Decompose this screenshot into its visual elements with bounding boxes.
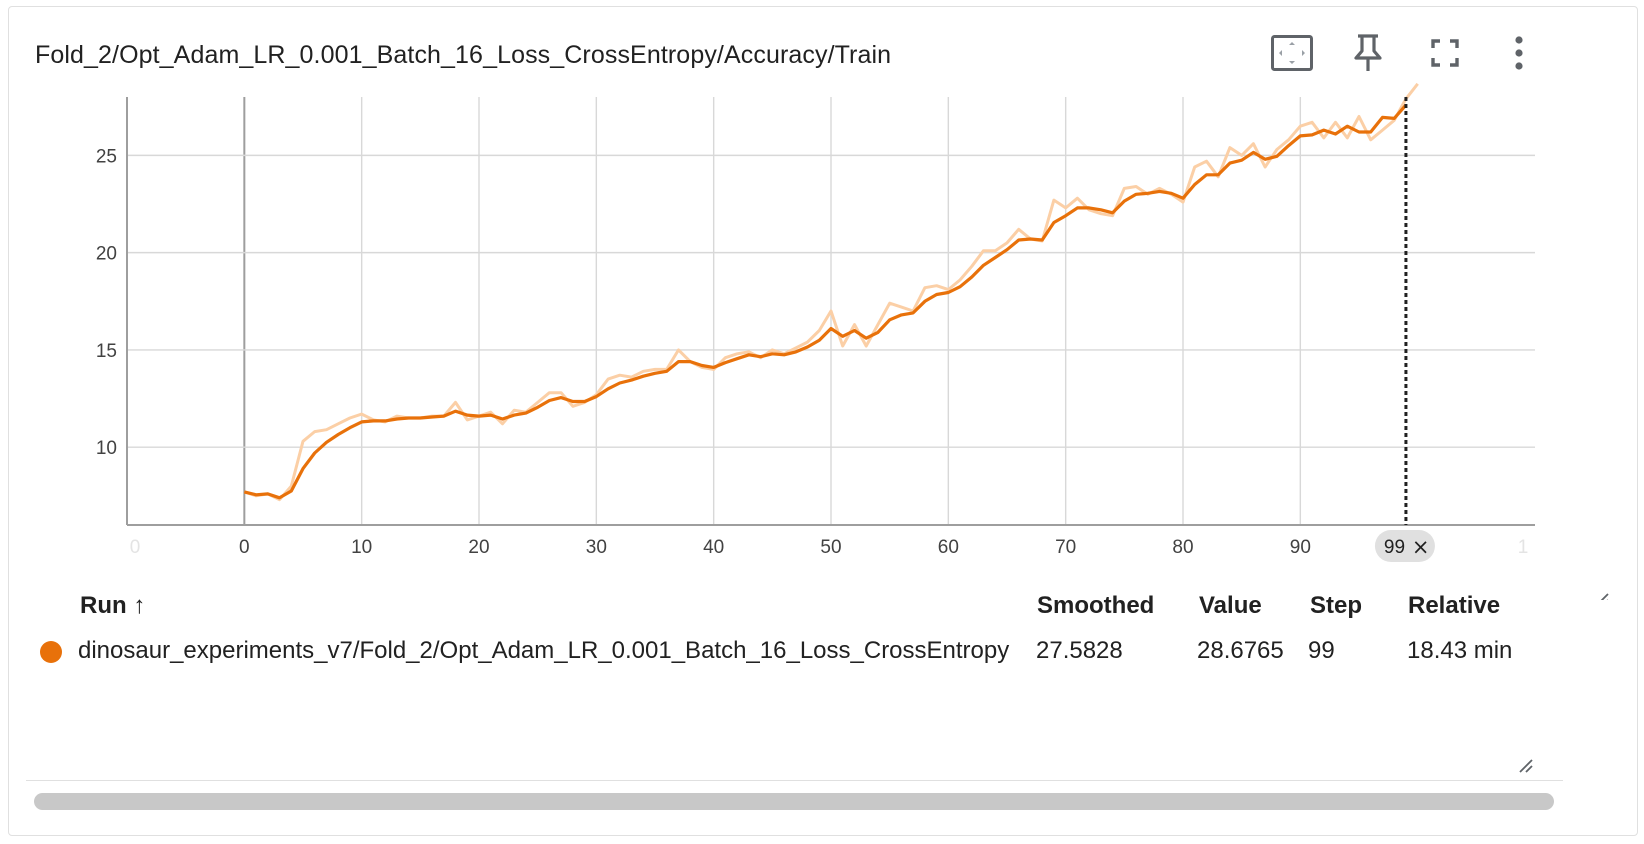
y-tick-label: 20 (96, 244, 117, 265)
x-tick-label: 10 (351, 537, 372, 558)
tick-labels: 0 10 20 30 40 50 60 70 80 90 0 1 10 15 20 25 (96, 146, 1528, 558)
pin-icon[interactable] (1353, 33, 1383, 78)
hover-layer[interactable]: 99 × (1374, 97, 1435, 562)
axes (126, 97, 1535, 526)
scrollbar-thumb[interactable] (34, 793, 1554, 810)
x-tick-label: 0 (239, 537, 250, 558)
y-tick-label: 15 (96, 341, 117, 362)
x-edge-label: 1 (1518, 537, 1529, 558)
col-header-step[interactable]: Step (1310, 592, 1363, 619)
x-tick-label: 50 (820, 537, 841, 558)
scalar-card: Fold_2/Opt_Adam_LR_0.001_Batch_16_Loss_C… (8, 6, 1638, 836)
x-tick-label: 90 (1290, 537, 1311, 558)
x-tick-label: 80 (1172, 537, 1193, 558)
x-tick-label: 30 (586, 537, 607, 558)
fullscreen-icon[interactable] (1431, 39, 1459, 72)
col-header-smoothed[interactable]: Smoothed (1037, 592, 1155, 619)
resize-handle-icon[interactable] (1596, 593, 1609, 600)
smoothed-value: 27.5828 (1036, 637, 1123, 664)
x-tick-label: 20 (468, 537, 489, 558)
series-layer (243, 82, 1419, 502)
close-icon[interactable]: × (1412, 535, 1430, 559)
x-tick-label: 70 (1055, 537, 1076, 558)
col-header-value[interactable]: Value (1199, 592, 1262, 619)
smoothed-series-line (243, 104, 1408, 500)
hover-step-chip (1374, 530, 1435, 562)
relative-time: 18.43 min (1407, 637, 1513, 664)
fit-domain-icon[interactable] (1271, 35, 1313, 76)
grid-lines (127, 97, 1535, 525)
x-edge-label: 0 (130, 537, 141, 558)
card-title: Fold_2/Opt_Adam_LR_0.001_Batch_16_Loss_C… (35, 41, 892, 69)
raw-value: 28.6765 (1197, 637, 1284, 664)
col-header-relative[interactable]: Relative (1408, 592, 1501, 619)
y-tick-label: 10 (96, 438, 117, 459)
horizontal-scrollbar[interactable] (26, 780, 1563, 815)
hover-step-label: 99 (1384, 537, 1405, 558)
x-tick-label: 60 (938, 537, 959, 558)
x-tick-label: 40 (703, 537, 724, 558)
table-resize-handle-icon[interactable] (1514, 754, 1538, 774)
step-value: 99 (1308, 637, 1335, 664)
run-name: dinosaur_experiments_v7/Fold_2/Opt_Adam_… (78, 637, 1010, 664)
run-color-dot (40, 641, 62, 663)
line-chart[interactable]: 0 10 20 30 40 50 60 70 80 90 0 1 10 15 20 25 99 × (0, 0, 1644, 600)
col-header-run[interactable]: Run ↑ (80, 592, 146, 619)
y-tick-label: 25 (96, 146, 117, 167)
more-vert-icon[interactable] (1513, 35, 1525, 76)
